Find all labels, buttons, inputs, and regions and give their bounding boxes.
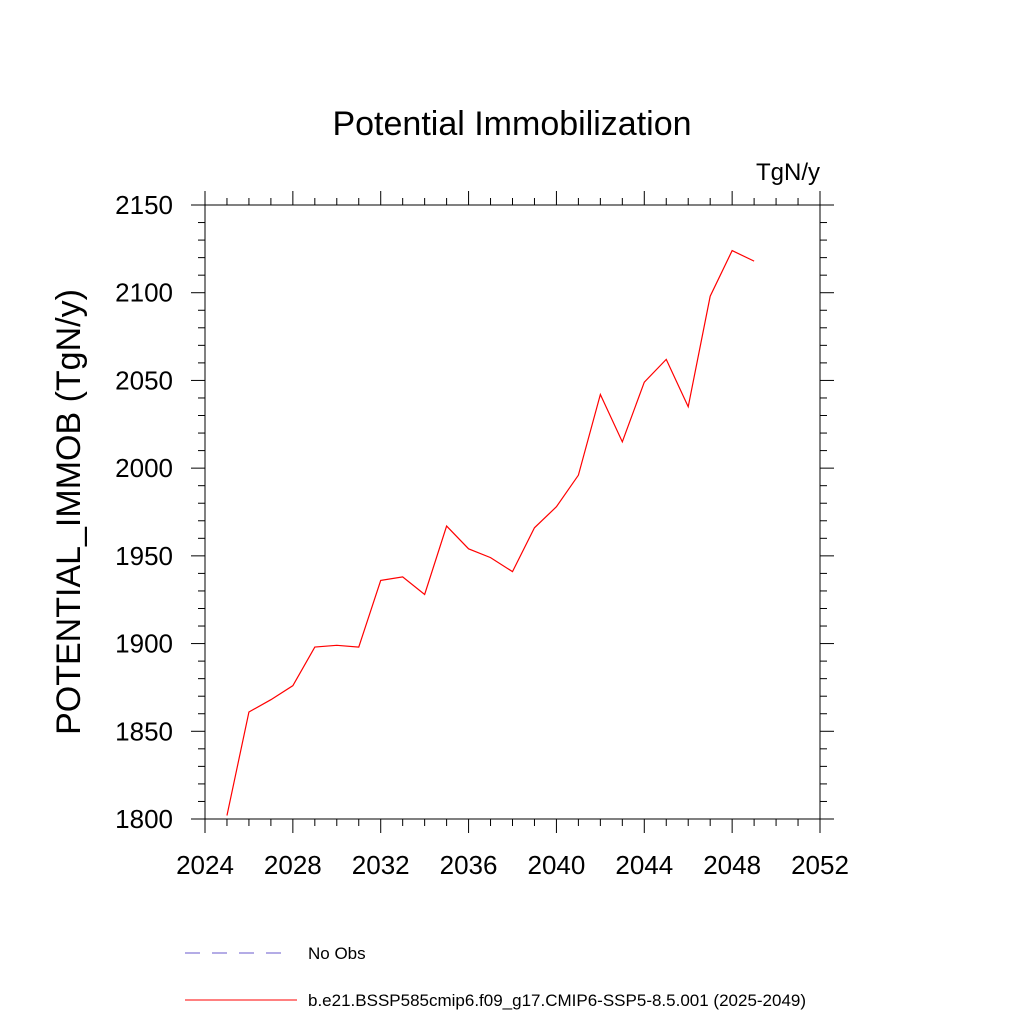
y-tick-label: 2100 [115,278,173,308]
y-tick-label: 2150 [115,190,173,220]
x-tick-label: 2052 [791,850,849,880]
y-axis-label: POTENTIAL_IMMOB (TgN/y) [50,289,88,735]
legend-no-obs-label: No Obs [308,944,366,963]
x-tick-label: 2036 [440,850,498,880]
chart-title: Potential Immobilization [332,105,691,143]
x-tick-label: 2032 [352,850,410,880]
series-line-0 [226,249,755,816]
x-tick-label: 2024 [176,850,234,880]
x-tick-label: 2040 [528,850,586,880]
y-tick-label: 2000 [115,453,173,483]
plot-frame [204,204,821,820]
y-tick-label: 2050 [115,365,173,395]
x-tick-label: 2048 [703,850,761,880]
x-tick-label: 2028 [264,850,322,880]
y-tick-label: 1850 [115,716,173,746]
y-tick-label: 1900 [115,629,173,659]
axes: 2024 2028 2032 2036 2040 2044 2048 2052 1800 1850… [115,190,849,880]
legend: No Obs b.e21.BSSP585cmip6.f09_g17.CMIP6-… [185,944,806,1010]
series-layer [226,249,755,816]
y-tick-label: 1800 [115,804,173,834]
units-label: TgN/y [756,159,820,186]
legend-model-run-label: b.e21.BSSP585cmip6.f09_g17.CMIP6-SSP5-8.… [308,991,806,1010]
x-tick-label: 2044 [615,850,673,880]
y-tick-label: 1950 [115,541,173,571]
